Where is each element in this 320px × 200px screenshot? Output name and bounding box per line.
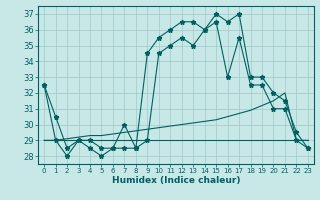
X-axis label: Humidex (Indice chaleur): Humidex (Indice chaleur) <box>112 176 240 185</box>
